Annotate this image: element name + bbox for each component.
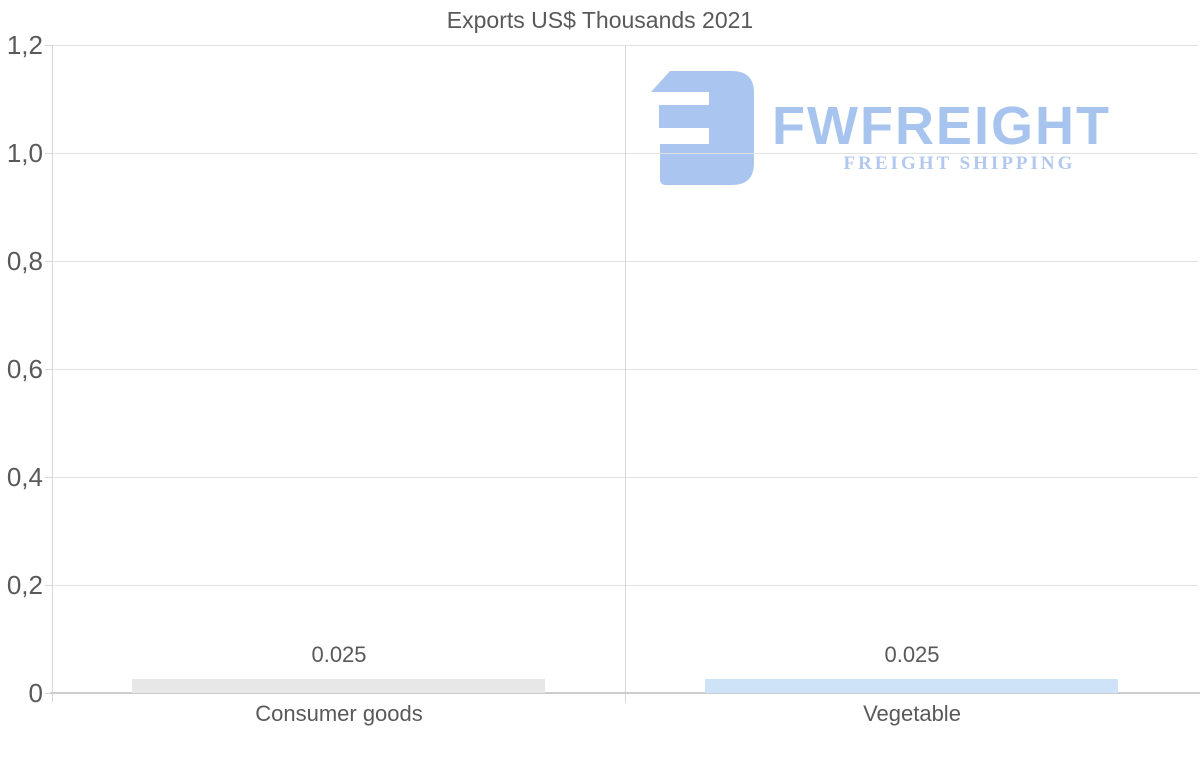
bar [132,679,545,693]
y-axis-tick-label: 0,4 [6,462,43,492]
watermark-brand-text: FWFREIGHT [772,96,1111,156]
y-axis-tick [45,45,52,46]
y-axis-tick [45,693,52,694]
x-axis-line [50,692,1200,694]
y-axis-tick [45,369,52,370]
category-divider-line [625,45,626,703]
y-axis-tick-label: 1,2 [6,30,43,60]
y-axis-tick [45,585,52,586]
bar-value-label: 0.025 [884,642,940,667]
chart-title: Exports US$ Thousands 2021 [446,7,754,33]
y-axis-tick-label: 1,0 [6,138,43,168]
y-axis-tick-label: 0,6 [6,354,43,384]
y-axis-tick [45,153,52,154]
x-axis-category-label: Vegetable [863,701,961,726]
y-axis-tick-label: 0,8 [6,246,43,276]
x-axis-category-label: Consumer goods [255,701,423,726]
bar-value-label: 0.025 [311,642,367,667]
watermark-tagline-text: FREIGHT SHIPPING [843,153,1076,174]
y-axis-tick-label: 0,2 [6,570,43,600]
y-axis-tick-label: 0 [28,678,43,708]
y-axis-line [52,45,53,702]
bar [705,679,1118,693]
y-axis-tick [45,261,52,262]
y-axis-tick [45,477,52,478]
fwfreight-logo-icon [651,71,754,185]
